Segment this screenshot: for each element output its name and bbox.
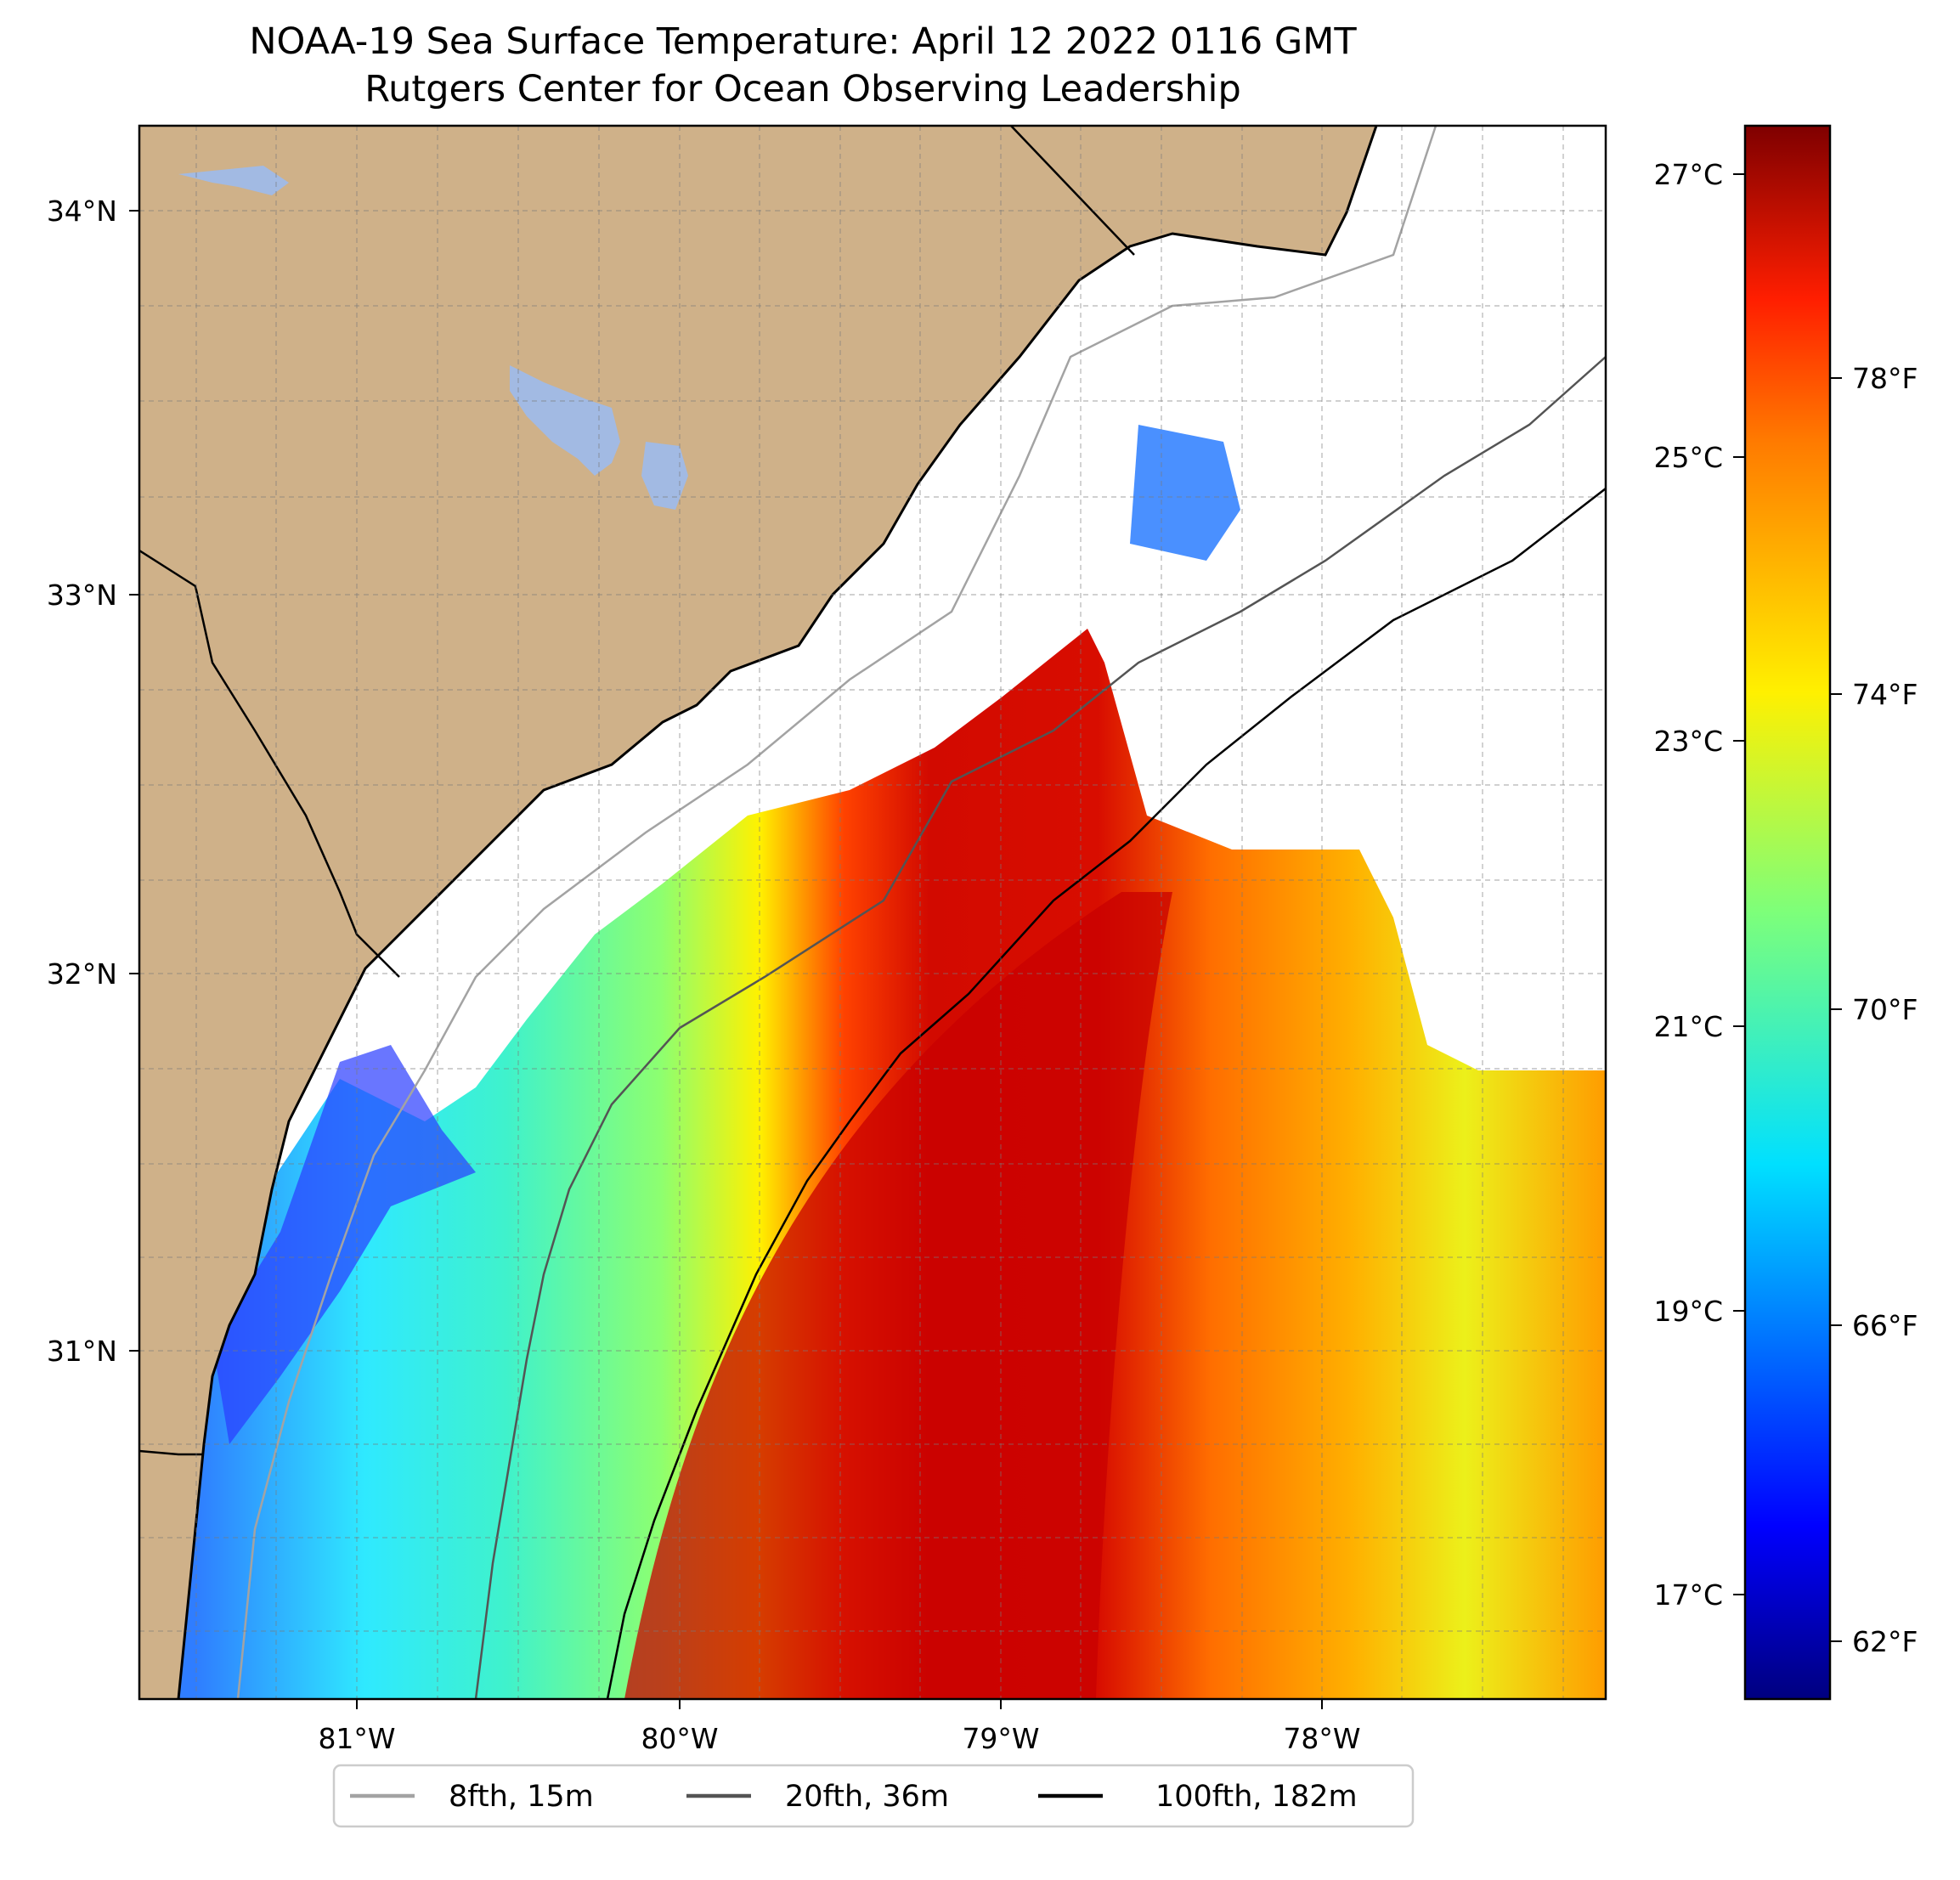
legend-box (332, 1764, 1415, 1828)
state-border-sc-ga (139, 549, 400, 978)
fahrenheit-tick-label: 78°F (1852, 362, 1918, 395)
celsius-tick-label: 25°C (1653, 441, 1723, 474)
isobath-36m (474, 356, 1606, 1699)
lat-tick-label: 34°N (47, 195, 117, 228)
fahrenheit-tick-label: 74°F (1852, 678, 1918, 711)
lat-tick-label: 32°N (47, 957, 117, 991)
figure-subtitle: Rutgers Center for Ocean Observing Leade… (364, 68, 1241, 110)
legend-label-36m: 20fth, 36m (785, 1780, 949, 1814)
legend-label-182m: 100fth, 182m (1155, 1780, 1358, 1814)
lon-axis: 81°W 80°W 79°W 78°W (318, 1699, 1361, 1755)
celsius-tick-label: 17°C (1653, 1578, 1723, 1612)
celsius-tick-label: 27°C (1653, 158, 1723, 191)
map-frame (138, 124, 1607, 1701)
lon-tick-label: 79°W (962, 1722, 1039, 1755)
colorbar-gradient (1743, 124, 1832, 1701)
lat-tick-label: 31°N (47, 1335, 117, 1368)
lat-tick-label: 33°N (47, 579, 117, 612)
fahrenheit-tick-label: 66°F (1852, 1309, 1918, 1342)
cold-nearshore-band (212, 1045, 476, 1444)
gulf-stream-core (624, 892, 1172, 1699)
legend-label-15m: 8fth, 15m (449, 1780, 594, 1814)
isobath-legend: 8fth, 15m 20fth, 36m 100fth, 182m (332, 1764, 1415, 1828)
celsius-tick-label: 23°C (1653, 725, 1723, 758)
colorbar: 27°C 25°C 23°C 21°C 19°C 17°C 78°F 74°F … (1653, 124, 1918, 1701)
state-border-ga-fl (139, 1449, 204, 1456)
lon-tick-label: 78°W (1283, 1722, 1360, 1755)
celsius-tick-label: 19°C (1653, 1295, 1723, 1328)
gridlines (139, 126, 1606, 1699)
lake-moultrie (641, 442, 688, 510)
celsius-axis: 27°C 25°C 23°C 21°C 19°C 17°C (1653, 158, 1745, 1612)
sst-map (139, 126, 1606, 1699)
isobath-182m (606, 488, 1606, 1699)
isobath-15m (236, 126, 1438, 1699)
lon-tick-label: 80°W (641, 1722, 718, 1755)
lon-tick-label: 81°W (318, 1722, 395, 1755)
coastline (177, 126, 1378, 1699)
lake-marion (510, 365, 620, 476)
cold-patch-north (1130, 425, 1240, 561)
state-border-nc-sc (1010, 126, 1135, 256)
lake-north (178, 166, 289, 195)
fahrenheit-tick-label: 70°F (1852, 993, 1918, 1026)
lat-axis: 34°N 33°N 32°N 31°N (47, 195, 139, 1368)
figure-title: NOAA-19 Sea Surface Temperature: April 1… (249, 20, 1357, 63)
fahrenheit-axis: 78°F 74°F 70°F 66°F 62°F (1830, 362, 1918, 1658)
celsius-tick-label: 21°C (1653, 1010, 1723, 1043)
fahrenheit-tick-label: 62°F (1852, 1625, 1918, 1658)
land-mass (139, 126, 1376, 1699)
cloud-mask-north (238, 126, 1606, 1232)
